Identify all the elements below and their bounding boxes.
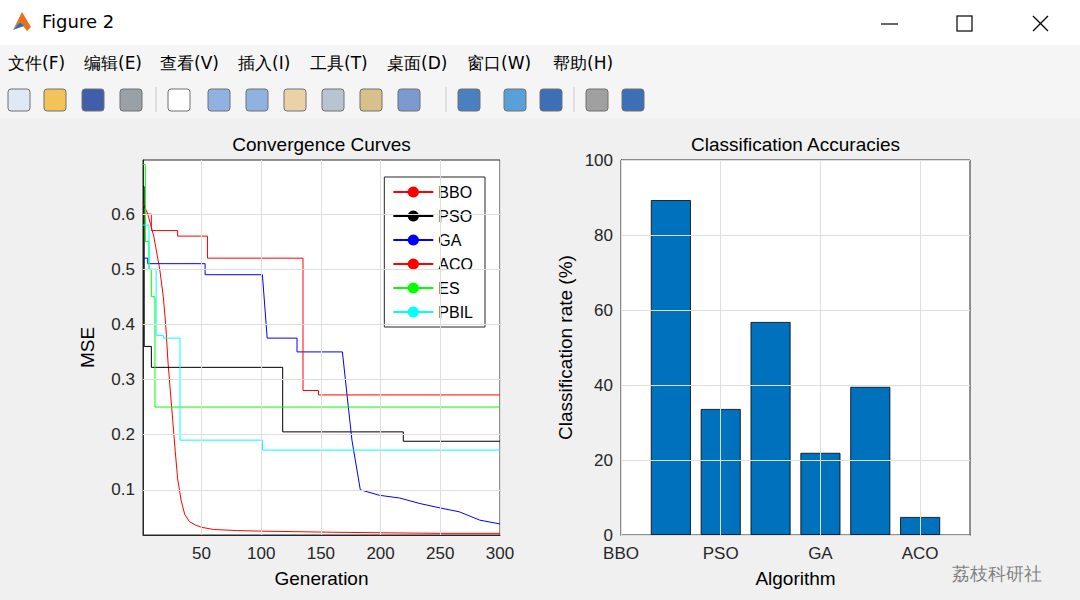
svg-text:250: 250 (426, 544, 454, 563)
html-text:帮助(H): 帮助(H) (553, 53, 614, 73)
svg-text:ACO: ACO (438, 255, 473, 273)
svg-text:BBO: BBO (603, 544, 639, 563)
svg-text:80: 80 (594, 226, 613, 245)
svg-text:Classification Accuracies: Classification Accuracies (691, 134, 900, 155)
svg-text:GA: GA (438, 232, 461, 249)
html-text:编辑(E): 编辑(E) (84, 53, 142, 73)
html-text:窗口(W): 窗口(W) (467, 53, 532, 73)
svg-text:0.5: 0.5 (111, 260, 135, 279)
svg-text:40: 40 (594, 376, 613, 395)
html-text:Figure 2: Figure 2 (42, 11, 115, 32)
svg-text:0.1: 0.1 (111, 480, 135, 499)
svg-text:ES: ES (438, 280, 459, 297)
svg-text:Algorithm: Algorithm (755, 568, 835, 589)
svg-text:PSO: PSO (703, 544, 739, 563)
svg-text:100: 100 (585, 151, 613, 170)
html-text:插入(I): 插入(I) (238, 53, 291, 73)
svg-text:ACO: ACO (902, 544, 939, 563)
svg-text:50: 50 (192, 544, 211, 563)
html-text:荔枝科研社: 荔枝科研社 (952, 563, 1042, 584)
svg-text:0.4: 0.4 (111, 315, 135, 334)
svg-text:MSE: MSE (77, 327, 98, 368)
svg-text:PSO: PSO (438, 208, 472, 225)
svg-text:PBIL: PBIL (438, 304, 473, 321)
svg-text:300: 300 (486, 544, 514, 563)
svg-text:Generation: Generation (274, 568, 368, 589)
svg-text:60: 60 (594, 301, 613, 320)
svg-text:200: 200 (366, 544, 394, 563)
svg-text:0.6: 0.6 (111, 205, 135, 224)
svg-text:BBO: BBO (438, 184, 472, 201)
html-text:工具(T): 工具(T) (310, 53, 368, 73)
svg-text:100: 100 (247, 544, 275, 563)
html-text:查看(V): 查看(V) (160, 53, 219, 73)
svg-text:GA: GA (808, 544, 833, 563)
html-text:桌面(D): 桌面(D) (387, 53, 448, 73)
svg-text:0.2: 0.2 (111, 425, 135, 444)
svg-text:150: 150 (307, 544, 335, 563)
html-text:文件(F): 文件(F) (8, 53, 65, 73)
svg-text:0: 0 (604, 526, 613, 545)
svg-text:Convergence Curves: Convergence Curves (232, 134, 410, 155)
svg-text:0.3: 0.3 (111, 370, 135, 389)
svg-text:Classification rate (%): Classification rate (%) (555, 255, 576, 440)
svg-text:20: 20 (594, 451, 613, 470)
